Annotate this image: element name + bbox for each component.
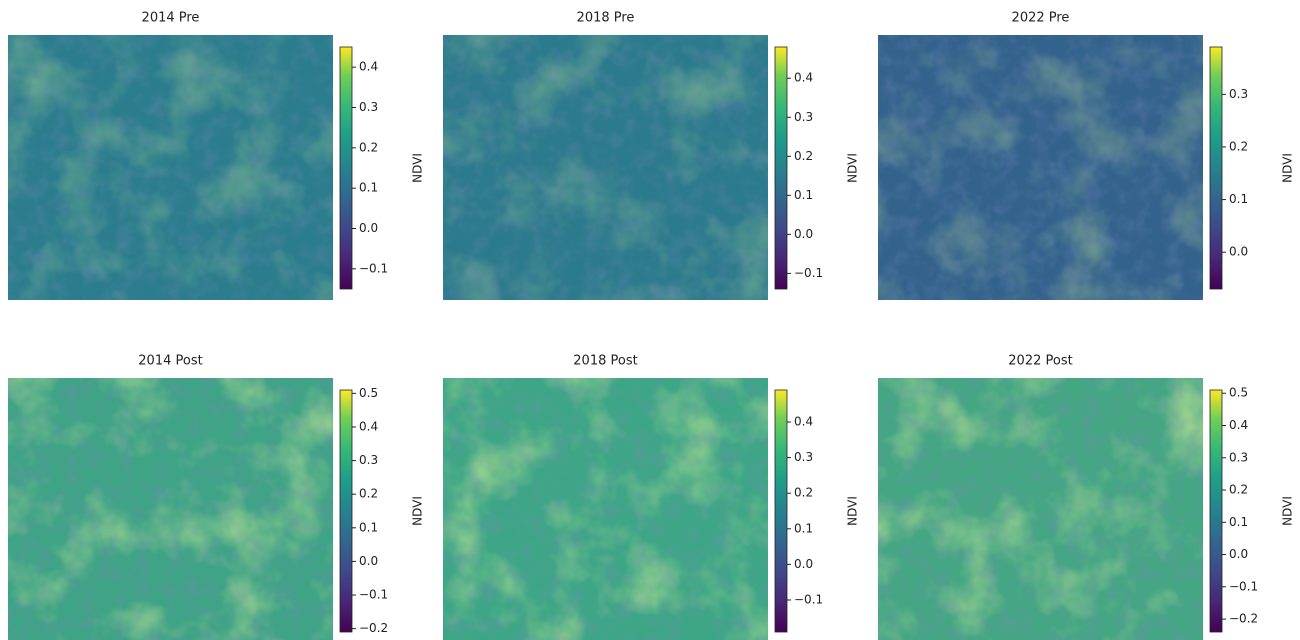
colorbar-tick-label: 0.2 bbox=[794, 486, 813, 500]
colorbar-tick-label: 0.3 bbox=[1229, 87, 1248, 101]
colorbar-label: NDVI bbox=[846, 153, 860, 183]
raster-texture bbox=[8, 378, 333, 640]
colorbar-tick-label: 0.1 bbox=[794, 521, 813, 535]
colorbar-tick-label: 0.0 bbox=[1229, 245, 1248, 259]
colorbar-tick-label: −0.2 bbox=[359, 621, 388, 635]
panel-title: 2022 Post bbox=[1008, 354, 1072, 369]
colorbar-tick-label: 0.2 bbox=[359, 140, 378, 154]
colorbar bbox=[1210, 390, 1222, 632]
colorbar-tick-label: 0.3 bbox=[794, 110, 813, 124]
colorbar-tick-label: 0.3 bbox=[359, 100, 378, 114]
colorbar-tick-label: −0.1 bbox=[359, 261, 388, 275]
colorbar-tick-label: 0.1 bbox=[359, 181, 378, 195]
colorbar-tick-label: 0.3 bbox=[794, 450, 813, 464]
raster-image bbox=[878, 378, 1203, 640]
colorbar bbox=[340, 390, 352, 632]
colorbar-tick-label: −0.1 bbox=[359, 588, 388, 602]
colorbar-tick-label: 0.5 bbox=[1229, 386, 1248, 400]
colorbar-label: NDVI bbox=[1281, 153, 1295, 183]
colorbar-tick-label: −0.1 bbox=[794, 266, 823, 280]
colorbar-tick-label: −0.2 bbox=[1229, 612, 1258, 626]
raster-texture bbox=[443, 35, 768, 300]
colorbar-tick-label: 0.0 bbox=[794, 557, 813, 571]
colorbar-tick-label: 0.4 bbox=[359, 419, 378, 433]
raster-texture bbox=[878, 378, 1203, 640]
colorbar-label: NDVI bbox=[1281, 496, 1295, 526]
colorbar-tick-label: 0.4 bbox=[794, 415, 813, 429]
colorbar-tick-label: 0.5 bbox=[359, 386, 378, 400]
colorbar-tick-label: −0.1 bbox=[794, 592, 823, 606]
colorbar-tick-label: 0.0 bbox=[359, 554, 378, 568]
colorbar bbox=[775, 47, 787, 289]
panel-title: 2018 Pre bbox=[577, 11, 635, 26]
colorbar-tick-label: 0.3 bbox=[1229, 450, 1248, 464]
raster-texture bbox=[878, 35, 1203, 300]
colorbar-label: NDVI bbox=[411, 153, 425, 183]
figure: 2014 Pre −0.1 0.0 0.1 0.2 0.3 0.4 NDVI 2018 Pre −… bbox=[0, 0, 1300, 640]
colorbar-tick-label: 0.1 bbox=[1229, 192, 1248, 206]
colorbar-tick-label: 0.1 bbox=[1229, 515, 1248, 529]
colorbar-tick-label: −0.1 bbox=[1229, 579, 1258, 593]
colorbar-tick-label: 0.0 bbox=[1229, 547, 1248, 561]
panel-title: 2022 Pre bbox=[1012, 11, 1070, 26]
colorbar-label: NDVI bbox=[411, 496, 425, 526]
colorbar-tick-label: 0.0 bbox=[794, 227, 813, 241]
colorbar-tick-label: 0.2 bbox=[359, 487, 378, 501]
colorbar-tick-label: 0.2 bbox=[1229, 139, 1248, 153]
colorbar-tick-label: 0.4 bbox=[794, 71, 813, 85]
raster-image bbox=[8, 35, 333, 300]
colorbar-tick-label: 0.3 bbox=[359, 453, 378, 467]
raster-image bbox=[443, 378, 768, 640]
colorbar bbox=[340, 47, 352, 289]
colorbar-tick-label: 0.4 bbox=[1229, 418, 1248, 432]
raster-texture bbox=[443, 378, 768, 640]
panel-title: 2014 Pre bbox=[142, 11, 200, 26]
colorbar-tick-label: 0.2 bbox=[794, 149, 813, 163]
colorbar-tick-label: 0.1 bbox=[359, 520, 378, 534]
raster-image bbox=[443, 35, 768, 300]
colorbar-label: NDVI bbox=[846, 496, 860, 526]
colorbar bbox=[775, 390, 787, 632]
colorbar-tick-label: 0.4 bbox=[359, 60, 378, 74]
raster-texture bbox=[8, 35, 333, 300]
panel-title: 2018 Post bbox=[573, 354, 637, 369]
colorbar-tick-label: 0.2 bbox=[1229, 483, 1248, 497]
colorbar-tick-label: 0.0 bbox=[359, 221, 378, 235]
colorbar-tick-label: 0.1 bbox=[794, 188, 813, 202]
panel-title: 2014 Post bbox=[138, 354, 202, 369]
raster-image bbox=[8, 378, 333, 640]
raster-image bbox=[878, 35, 1203, 300]
colorbar bbox=[1210, 47, 1222, 289]
